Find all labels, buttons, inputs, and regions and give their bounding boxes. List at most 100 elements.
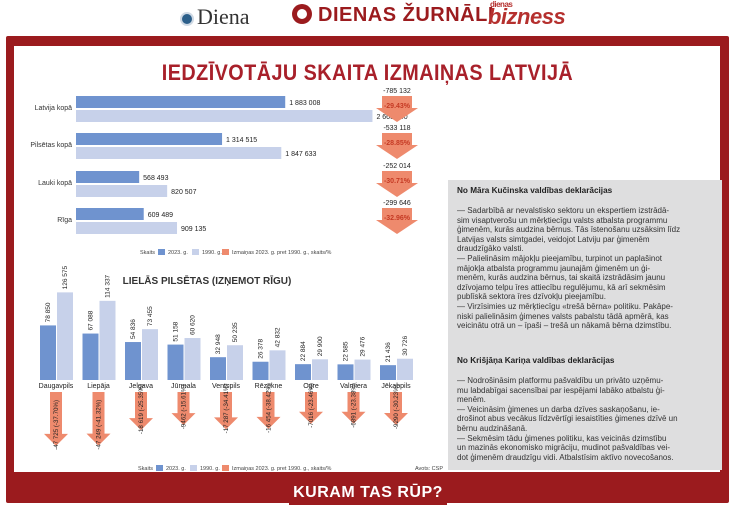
bar-2023 [76, 96, 286, 108]
legend-label-2023: 2023. g. [168, 250, 188, 256]
declaration-2-body: — Nodrošināsim platformu pašvaldību un p… [457, 376, 678, 462]
change-percent-label: -28.85% [384, 140, 411, 147]
bar-1990-label: 909 135 [181, 226, 206, 233]
bar-2023 [40, 325, 56, 380]
diena-logo-text: Diena [197, 4, 250, 29]
bar-2023-label: 54 836 [130, 319, 137, 339]
declaration-2-title: No Krišjāņa Kariņa valdības deklarācijas [457, 356, 615, 365]
bar-1990 [312, 359, 328, 380]
bar-1990-label: 60 620 [190, 315, 197, 335]
bar-1990 [57, 292, 73, 380]
category-label: Liepāja [87, 383, 110, 390]
bar-1990-label: 114 337 [105, 274, 112, 297]
change-label: -7016 (-23.46%) [308, 383, 315, 428]
bar-2023-label: 26 378 [258, 338, 265, 358]
bizness-logo-small: dienas [490, 0, 513, 9]
legend-label-2023: 2023. g. [166, 466, 186, 472]
zurnali-badge-icon [292, 4, 312, 24]
bar-2023-label: 21 436 [385, 342, 392, 362]
bar-2023-label: 32 948 [215, 334, 222, 354]
bar-2023-label: 1 314 515 [226, 137, 257, 144]
bar-2023 [252, 361, 269, 380]
bar-2023 [210, 357, 226, 380]
change-value-label: -785 132 [383, 88, 411, 95]
change-label: -18 619 (-25.35%) [138, 384, 145, 434]
category-label: Rēzekne [255, 383, 283, 390]
category-label: Daugavpils [39, 383, 74, 390]
category-label: Jēkabpils [381, 383, 411, 390]
legend-swatch-1990 [190, 465, 197, 471]
change-label: -47 725 (-37.70%) [53, 400, 60, 450]
page-title: IEDZĪVOTĀJU SKAITA IZMAIŅAS LATVIJĀ [161, 60, 574, 85]
change-label: -47 249 (-41.32%) [96, 400, 103, 450]
bar-1990 [76, 147, 282, 159]
change-arrow [376, 171, 418, 197]
bar-1990 [227, 345, 243, 380]
bar-1990 [99, 300, 116, 380]
legend-swatch-1990 [192, 249, 199, 255]
diena-logo: Diena [180, 4, 250, 30]
declaration-1-title: No Māra Kučinska valdības deklarācijas [457, 186, 613, 195]
change-arrow [376, 133, 418, 159]
bar-1990-label: 126 575 [62, 265, 69, 289]
declarations-panel [448, 180, 722, 470]
bar-2023 [76, 171, 140, 183]
bar-2023 [167, 344, 184, 380]
change-arrow [256, 392, 281, 429]
dienas-bizness-logo: dienas bizness [488, 0, 566, 30]
bar-1990-label: 1 847 633 [285, 151, 316, 158]
change-arrow [384, 392, 408, 426]
zurnali-logo-text: DIENAS ŽURNĀLI [318, 4, 494, 26]
bar-2023 [76, 208, 144, 220]
bar-1990 [269, 350, 286, 380]
change-arrow [86, 392, 111, 446]
change-arrow [44, 392, 68, 446]
bar-2023 [82, 333, 99, 380]
category-label: Rīga [57, 217, 72, 224]
legend-label-change: Izmaiņas 2023. g. pret 1990. g., skaits/… [232, 466, 331, 472]
category-label: Jūrmala [171, 383, 196, 390]
bar-2023-label: 67 088 [88, 310, 95, 330]
category-label: Pilsētas kopā [30, 142, 72, 149]
change-label: -17 287 (-34.41%) [223, 383, 230, 433]
change-value-label: -533 118 [383, 125, 410, 132]
legend-swatch-2023 [158, 249, 165, 255]
category-label: Ogre [303, 383, 319, 390]
bar-1990 [76, 110, 373, 122]
category-label: Lauki kopā [38, 180, 72, 187]
bar-2023 [125, 342, 141, 380]
change-label: -6891 (-23.38%) [351, 383, 358, 428]
bar-2023-label: 78 850 [45, 302, 52, 322]
bar-1990 [76, 222, 178, 234]
dienas-zurnali-logo: DIENAS ŽURNĀLI [292, 4, 494, 27]
bar-2023-label: 609 489 [148, 212, 173, 219]
bar-2023-label: 22 585 [343, 341, 350, 361]
change-percent-label: -29.43% [384, 103, 411, 110]
bizness-logo-text: bizness [488, 4, 566, 29]
category-label: Jelgava [129, 383, 153, 390]
bar-2023-label: 1 883 008 [289, 100, 320, 107]
globe-icon [180, 11, 194, 26]
legend-label-change: Izmaiņas 2023. g. pret 1990. g., skaits/… [232, 250, 331, 256]
bar-1990-label: 29 900 [317, 336, 324, 356]
change-value-label: -252 014 [383, 163, 411, 170]
change-label: -9290 (-30.23%) [393, 384, 400, 429]
legend-prefix: Skaits [138, 466, 153, 472]
bar-1990 [142, 329, 158, 380]
source-label: Avots: CSP [415, 466, 443, 472]
bar-2023-label: 22 884 [300, 341, 307, 361]
bar-2023 [337, 364, 354, 380]
bar-2023-label: 51 158 [173, 321, 180, 341]
legend-label-1990: 1990. g. [202, 250, 222, 256]
bar-1990 [184, 338, 201, 380]
change-label: -16 454 (-38.42%) [266, 383, 273, 433]
category-label: Valmiera [340, 383, 367, 390]
change-percent-label: -32.96% [384, 215, 411, 222]
bar-2023 [380, 365, 396, 380]
change-arrow [214, 392, 238, 430]
change-percent-label: -30.71% [384, 178, 411, 185]
change-arrow [341, 392, 366, 424]
chart-title: LIELĀS PILSĒTAS (IZŅEMOT RĪGU) [123, 275, 292, 287]
bar-2023-label: 568 493 [143, 175, 168, 182]
